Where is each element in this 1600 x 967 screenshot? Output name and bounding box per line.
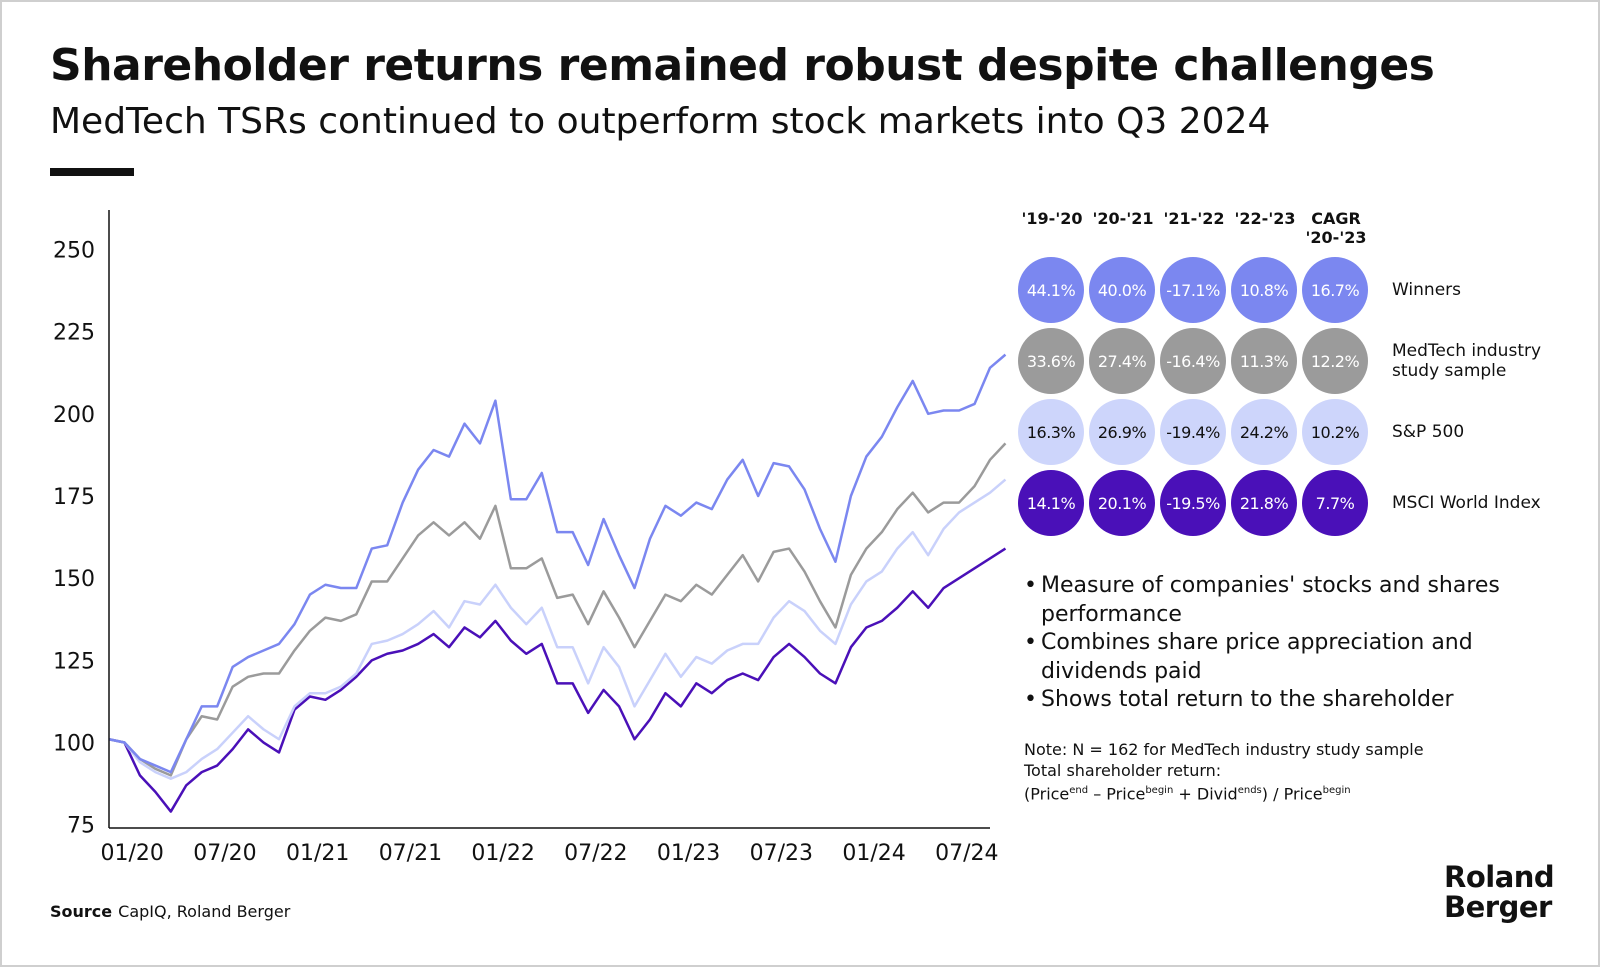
bullet-item: • Combines share price appreciation and d… <box>1024 630 1473 684</box>
page-title: Shareholder returns remained robust desp… <box>50 40 1435 91</box>
x-tick-label: 01/24 <box>842 841 905 866</box>
y-tick-label: 250 <box>53 238 95 263</box>
x-tick-label: 07/24 <box>935 841 998 866</box>
title-rule <box>50 168 134 176</box>
column-header: '20-'21 <box>1092 209 1154 228</box>
page-subtitle: MedTech TSRs continued to outperform sto… <box>50 101 1271 142</box>
bullet-item: • Measure of companies' stocks and shares… <box>1024 573 1500 627</box>
y-tick-label: 175 <box>53 485 95 510</box>
tsr-definition-list: • Measure of companies' stocks and shares… <box>1024 572 1564 715</box>
return-bubble: 16.7% <box>1302 257 1368 323</box>
return-bubble: 14.1% <box>1018 470 1084 536</box>
row-label: S&P 500 <box>1392 422 1465 442</box>
return-bubble: 7.7% <box>1302 470 1368 536</box>
return-bubble: -16.4% <box>1160 328 1226 394</box>
y-tick-label: 225 <box>53 321 95 346</box>
series-line-msci-world-index <box>108 547 1007 813</box>
return-bubble: 20.1% <box>1089 470 1155 536</box>
return-bubble: 16.3% <box>1018 399 1084 465</box>
note-tsr-label: Total shareholder return: <box>1024 760 1222 780</box>
y-tick-label: 200 <box>53 403 95 428</box>
return-bubble: -17.1% <box>1160 257 1226 323</box>
return-bubble: -19.5% <box>1160 470 1226 536</box>
x-axis-labels: 01/20 07/20 01/21 07/21 01/22 07/22 01/23 07/23… <box>100 841 998 866</box>
return-bubble: 40.0% <box>1089 257 1155 323</box>
row-label: Winners <box>1392 280 1462 300</box>
roland-berger-logo: Roland Berger <box>1444 860 1555 924</box>
return-bubble: 21.8% <box>1231 470 1297 536</box>
note-tsr-formula: (Priceend – Pricebegin + Dividends) / Pr… <box>1024 784 1351 804</box>
y-tick-label: 150 <box>53 567 95 592</box>
return-bubble: 26.9% <box>1089 399 1155 465</box>
series-line-winners <box>108 353 1007 774</box>
x-tick-label: 01/20 <box>100 841 163 866</box>
return-bubble: 44.1% <box>1018 257 1084 323</box>
return-bubble: 10.2% <box>1302 399 1368 465</box>
footnote: Note: N = 162 for MedTech industry study… <box>1024 740 1544 805</box>
series-lines <box>108 353 1007 813</box>
x-tick-label: 01/23 <box>657 841 720 866</box>
return-bubble: 12.2% <box>1302 328 1368 394</box>
row-label: MSCI World Index <box>1392 493 1541 513</box>
return-bubble: 27.4% <box>1089 328 1155 394</box>
note-sample-size: Note: N = 162 for MedTech industry study… <box>1024 740 1424 759</box>
return-bubble: 10.8% <box>1231 257 1297 323</box>
series-line-medtech-industry-study-sample <box>108 442 1007 777</box>
x-tick-label: 01/21 <box>286 841 349 866</box>
x-tick-label: 07/20 <box>193 841 256 866</box>
series-line-s-p-500 <box>108 478 1007 780</box>
column-header: '22-'23 <box>1234 209 1296 228</box>
return-bubble: 24.2% <box>1231 399 1297 465</box>
return-bubble: -19.4% <box>1160 399 1226 465</box>
source-line: Source CapIQ, Roland Berger <box>50 902 291 921</box>
row-label: MedTech industry study sample <box>1392 341 1542 381</box>
x-tick-label: 07/21 <box>379 841 442 866</box>
x-tick-label: 07/23 <box>750 841 813 866</box>
x-tick-label: 07/22 <box>564 841 627 866</box>
bullet-item: • Shows total return to the shareholder <box>1024 687 1454 712</box>
return-bubble: 33.6% <box>1018 328 1084 394</box>
column-header: CAGR '20-'23 <box>1305 209 1367 247</box>
return-bubble: 11.3% <box>1231 328 1297 394</box>
y-tick-label: 125 <box>53 649 95 674</box>
x-tick-label: 01/22 <box>471 841 534 866</box>
y-tick-label: 75 <box>67 814 95 839</box>
y-axis-labels: 75 100 125 150 175 200 225 250 <box>53 238 95 838</box>
y-tick-label: 100 <box>53 732 95 757</box>
column-header: '21-'22 <box>1163 209 1225 228</box>
column-header: '19-'20 <box>1021 209 1083 228</box>
